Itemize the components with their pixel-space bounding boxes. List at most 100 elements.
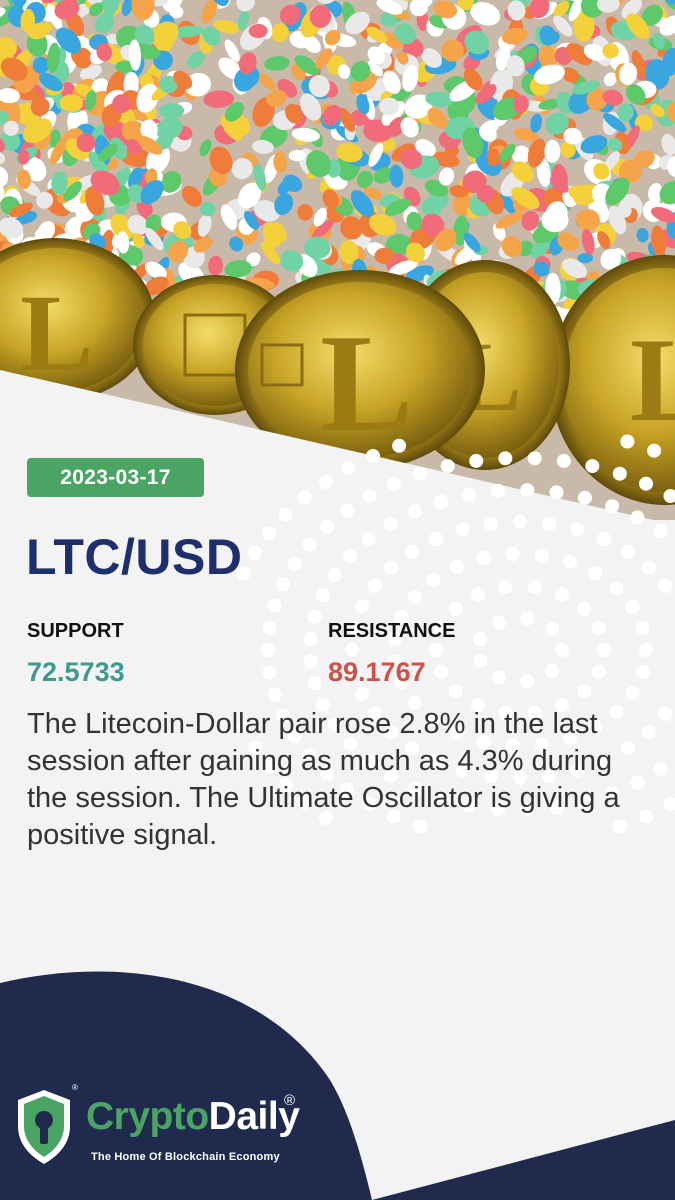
gravel-pebble [32, 56, 50, 74]
gravel-pebble [499, 192, 516, 214]
decor-dot [302, 537, 317, 552]
gravel-pebble [158, 102, 185, 119]
gravel-pebble [577, 253, 593, 264]
litecoin-coin-icon: L [0, 238, 155, 402]
decor-dot [362, 489, 377, 503]
gravel-pebble [137, 135, 163, 155]
gravel-pebble [313, 207, 327, 227]
gravel-pebble [533, 261, 550, 277]
gravel-pebble [76, 133, 96, 153]
decor-dot [462, 487, 477, 502]
decor-dot [262, 759, 277, 774]
gravel-pebble [291, 127, 320, 142]
svg-text:L: L [20, 272, 93, 394]
gravel-pebble [512, 145, 531, 164]
footer-shape [0, 971, 372, 1200]
decor-dot [387, 631, 402, 646]
gravel-pebble [220, 115, 243, 141]
decor-dot [625, 599, 640, 614]
gravel-pebble [544, 139, 561, 164]
gravel-pebble [541, 208, 569, 233]
decor-dot [476, 735, 491, 749]
gravel-pebble [115, 60, 135, 73]
gravel-pebble [338, 64, 351, 79]
decor-dot [597, 753, 611, 768]
decor-dot [498, 451, 513, 466]
gravel-pebble [140, 179, 164, 205]
decor-dot [302, 748, 317, 763]
gravel-pebble [224, 101, 244, 122]
decor-dot [476, 551, 491, 565]
decor-dot [462, 798, 477, 813]
gravel-pebble [98, 143, 119, 162]
gravel-pebble [340, 216, 363, 240]
decor-dot [276, 577, 291, 592]
gravel-pebble [538, 45, 558, 70]
litecoin-coin-icon: L [235, 270, 485, 470]
gravel-pebble [376, 0, 403, 15]
gravel-pebble [373, 167, 394, 184]
decor-dot [483, 769, 498, 784]
decor-dot [426, 573, 441, 588]
gravel-pebble [199, 139, 212, 157]
gravel-pebble [299, 93, 322, 121]
decor-dot [621, 544, 635, 559]
decor-dot [362, 797, 377, 811]
decor-dot [297, 490, 312, 505]
gravel-pebble [39, 72, 63, 92]
decor-dot [407, 590, 422, 605]
gravel-pebble [339, 240, 359, 264]
decor-dot [320, 766, 334, 781]
decor-dot [407, 695, 422, 710]
gravel-pebble [421, 48, 443, 68]
decor-dot [549, 485, 564, 500]
gravel-pebble [666, 102, 675, 126]
decor-dot [471, 698, 485, 713]
footer-corner-shape [372, 1120, 675, 1200]
decor-dot [555, 698, 569, 713]
decor-dot [597, 532, 611, 547]
gravel-pebble [220, 204, 238, 230]
gravel-pebble [46, 3, 63, 31]
gravel-pebble [309, 5, 332, 28]
decor-dot [556, 453, 571, 468]
decor-dot [639, 476, 653, 491]
gravel-pebble [274, 193, 294, 216]
gravel-pebble [338, 107, 356, 133]
decor-dot [343, 737, 358, 751]
gravel-pebble [438, 167, 455, 186]
decor-dot [455, 522, 470, 537]
gravel-pebble [0, 131, 21, 151]
gravel-pebble [324, 29, 341, 46]
decor-dot [405, 544, 419, 559]
gravel-pebble [462, 127, 483, 159]
gravel-pebble [380, 12, 398, 27]
gravel-pebble [184, 72, 211, 97]
decor-dot [287, 729, 302, 744]
gravel-pebble [600, 248, 622, 270]
decor-dot [367, 579, 382, 593]
gravel-pebble [350, 61, 371, 82]
gravel-pebble [280, 250, 304, 272]
gravel-pebble [605, 177, 630, 206]
gravel-pebble [134, 24, 155, 47]
gravel-pebble [253, 200, 281, 222]
gravel-pebble [400, 117, 419, 138]
decor-dot [641, 560, 656, 575]
gravel-pebble [17, 169, 31, 190]
gravel-pebble [3, 120, 19, 136]
gravel-pebble [400, 148, 423, 170]
gravel-pebble [0, 217, 24, 239]
gravel-pebble [49, 138, 67, 165]
decor-dot [483, 516, 498, 531]
gravel-pebble [201, 26, 221, 46]
decor-dot [542, 769, 557, 784]
gravel-pebble [652, 32, 665, 49]
gravel-pebble [159, 75, 178, 94]
decor-dot [612, 819, 627, 834]
gravel-pebble [89, 2, 104, 17]
gravel-pebble [580, 0, 605, 18]
gravel-pebble [463, 232, 481, 253]
gravel-pebble [236, 0, 255, 12]
gravel-pebble [572, 80, 601, 95]
